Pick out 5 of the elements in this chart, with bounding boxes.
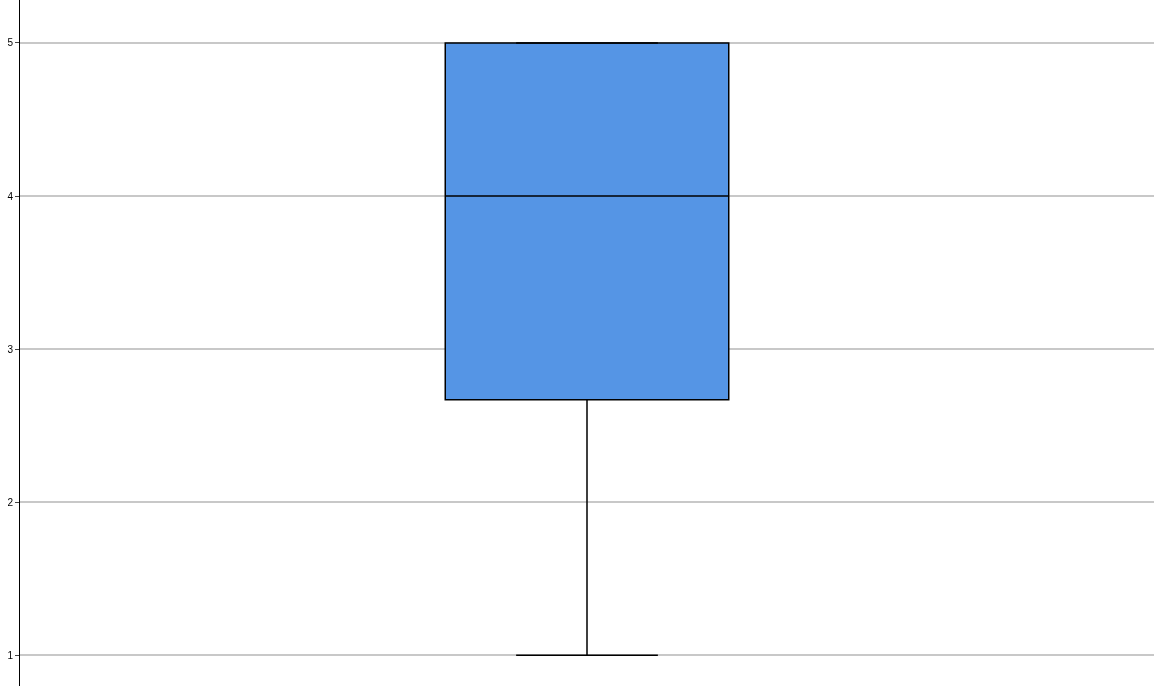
y-tick-label: 2	[7, 496, 14, 508]
y-tick-label: 4	[7, 190, 14, 202]
y-tick-label: 1	[7, 649, 14, 661]
y-tick-label: 5	[7, 37, 14, 49]
y-tick-label: 3	[7, 343, 14, 355]
